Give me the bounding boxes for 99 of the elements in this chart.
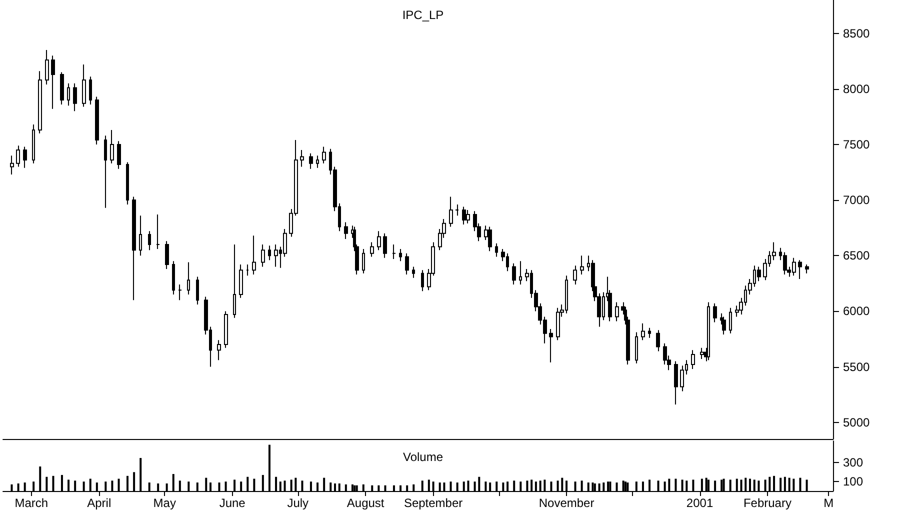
candlestick	[45, 50, 49, 85]
candlestick	[412, 266, 415, 278]
candlestick	[239, 264, 243, 298]
candlestick	[635, 332, 638, 364]
candlestick	[707, 302, 710, 361]
candlestick	[421, 270, 424, 292]
candlestick	[700, 347, 704, 360]
candlestick	[466, 210, 470, 224]
candlestick	[104, 135, 107, 208]
candlestick	[641, 322, 645, 341]
candlestick	[783, 252, 787, 276]
candlestick	[722, 316, 726, 336]
candlestick	[246, 264, 249, 276]
candlestick	[110, 130, 114, 164]
x-tick-label: July	[287, 496, 309, 510]
candlestick	[252, 235, 256, 276]
candlestick	[495, 242, 498, 258]
candlestick	[117, 140, 121, 170]
candlestick	[178, 284, 182, 301]
candlestick	[95, 96, 99, 145]
candlestick	[691, 350, 695, 370]
candlestick	[362, 248, 365, 274]
x-tick-label: November	[538, 496, 594, 510]
candlestick	[274, 244, 278, 268]
candlestick	[383, 232, 387, 258]
text: IPC_LP	[402, 8, 444, 22]
candlestick	[60, 72, 64, 105]
candlestick	[549, 328, 553, 363]
candlestick	[370, 242, 374, 258]
x-tick-label: September	[404, 496, 463, 510]
candlestick	[556, 307, 560, 341]
y-tick-label: 7500	[843, 137, 870, 152]
candlestick	[32, 124, 35, 164]
candlestick	[455, 204, 459, 216]
candlestick	[488, 226, 492, 252]
candlestick	[674, 360, 678, 406]
y-tick-label: 6000	[843, 304, 870, 318]
candlestick	[462, 206, 466, 225]
candlestick	[261, 244, 265, 268]
x-tick-label: June	[219, 496, 246, 510]
x-tick-label: August	[346, 496, 385, 510]
candlestick	[392, 244, 396, 260]
candlestick	[233, 244, 236, 318]
candlestick	[729, 307, 732, 334]
candlestick	[573, 265, 577, 286]
candlestick	[139, 215, 142, 256]
candlestick	[224, 310, 228, 348]
candlestick	[89, 76, 92, 105]
candlestick	[73, 82, 77, 112]
y-tick-label: 5500	[843, 360, 870, 374]
y-tick-label: 5000	[843, 415, 870, 430]
x-tick-label: April	[87, 496, 112, 510]
candlestick	[399, 248, 402, 262]
candlestick	[798, 260, 802, 280]
candlestick	[519, 260, 522, 286]
candlestick	[156, 214, 160, 250]
candlestick	[67, 82, 70, 106]
candlestick	[268, 245, 271, 261]
y-tick-label: 100	[843, 474, 864, 489]
candlestick	[217, 340, 221, 361]
y-tick-label: 6500	[843, 248, 870, 263]
candlestick	[580, 255, 584, 276]
candlestick	[322, 146, 326, 164]
y-tick-label: 7000	[843, 193, 870, 208]
y-tick-label: 8500	[843, 26, 870, 40]
candlestick	[132, 196, 136, 301]
candlestick	[82, 64, 86, 108]
candlestick	[23, 146, 27, 168]
candlestick	[713, 302, 717, 323]
candlestick	[187, 262, 190, 296]
y-tick-label: 8000	[843, 82, 870, 96]
candlestick	[16, 145, 20, 168]
candlestick	[344, 222, 348, 240]
candlestick	[300, 150, 304, 168]
y-tick-label: 300	[843, 456, 864, 470]
candlestick	[316, 155, 319, 168]
x-tick-label: 2001	[686, 496, 714, 510]
candlestick	[648, 327, 651, 338]
candlestick	[172, 260, 175, 296]
candlestick	[656, 330, 660, 352]
candlestick	[51, 55, 55, 110]
candlestick	[405, 252, 409, 276]
candlestick	[512, 262, 516, 286]
text: Volume	[402, 450, 444, 464]
candlestick	[38, 70, 42, 134]
candlestick	[165, 240, 169, 270]
x-tick-label: May	[153, 496, 176, 510]
candlestick	[10, 155, 14, 175]
x-tick-label: February	[743, 496, 792, 510]
candlestick	[805, 264, 809, 274]
candlestick	[377, 230, 381, 251]
candlestick	[148, 230, 151, 251]
candlestick	[449, 196, 453, 228]
candlestick	[196, 276, 199, 306]
x-tick-label: March	[14, 496, 48, 510]
candlestick	[309, 152, 313, 170]
x-tick-label: M	[824, 496, 834, 510]
candlestick	[126, 162, 129, 205]
candlestick	[615, 302, 619, 322]
